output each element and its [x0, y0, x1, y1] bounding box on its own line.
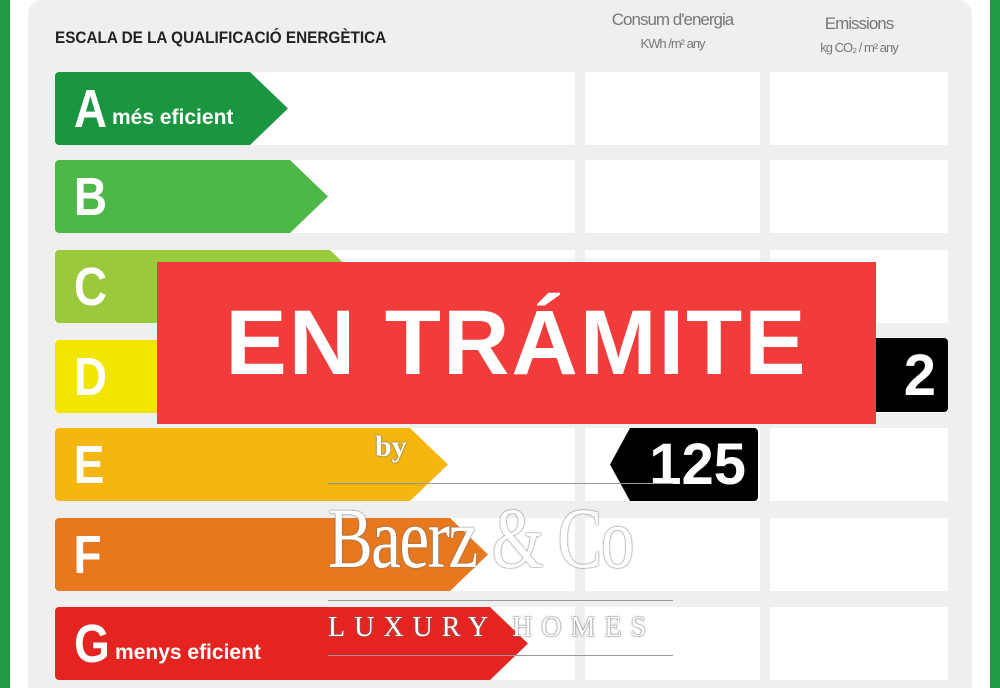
rating-label: més eficient — [112, 105, 234, 129]
energy-header-text: Consum d'energia — [611, 10, 734, 29]
rating-letter: E — [73, 434, 105, 495]
emissions-cell — [770, 428, 948, 501]
rating-arrow-f: F — [55, 518, 488, 591]
rating-letter: G — [74, 613, 110, 674]
label-title: ESCALA DE LA QUALIFICACIÓ ENERGÈTICA — [55, 28, 387, 47]
rating-arrow-e: E — [55, 428, 448, 501]
energy-cell — [585, 607, 760, 680]
emissions-cell — [770, 160, 948, 233]
watermark-line — [328, 600, 673, 601]
watermark-tagline: LUXURY HOMES — [328, 612, 656, 643]
status-banner: EN TRÁMITE — [157, 262, 876, 424]
energy-cell — [585, 72, 760, 145]
energy-unit: KWh /m² any — [640, 36, 705, 51]
emissions-cell — [770, 607, 948, 680]
emissions-header-text: Emissions — [824, 14, 894, 33]
rating-letter: F — [73, 524, 102, 585]
right-border — [990, 0, 1000, 688]
watermark-brand: Baerz & Co — [328, 490, 634, 586]
rating-letter: B — [73, 166, 108, 227]
rating-letter: A — [73, 78, 108, 139]
rating-arrow-b: B — [55, 160, 328, 233]
watermark-line — [328, 655, 673, 656]
watermark-by: by — [375, 430, 407, 463]
emissions-cell — [770, 518, 948, 591]
energy-value-badge: 125 — [610, 428, 758, 501]
emissions-value: 2 — [903, 342, 936, 408]
watermark-line — [328, 483, 673, 484]
left-border — [0, 0, 10, 688]
energy-value: 125 — [649, 432, 746, 497]
energy-column-header: Consum d'energia KWh /m² any — [585, 10, 760, 51]
energy-cell — [585, 160, 760, 233]
energy-cell — [585, 518, 760, 591]
emissions-column-header: Emissions kg CO₂ / m² any — [770, 14, 948, 55]
emissions-cell — [770, 72, 948, 145]
emissions-unit: kg CO₂ / m² any — [820, 40, 898, 55]
rating-label: menys eficient — [115, 640, 261, 664]
rating-letter: D — [73, 346, 108, 407]
rating-letter: C — [73, 256, 108, 317]
